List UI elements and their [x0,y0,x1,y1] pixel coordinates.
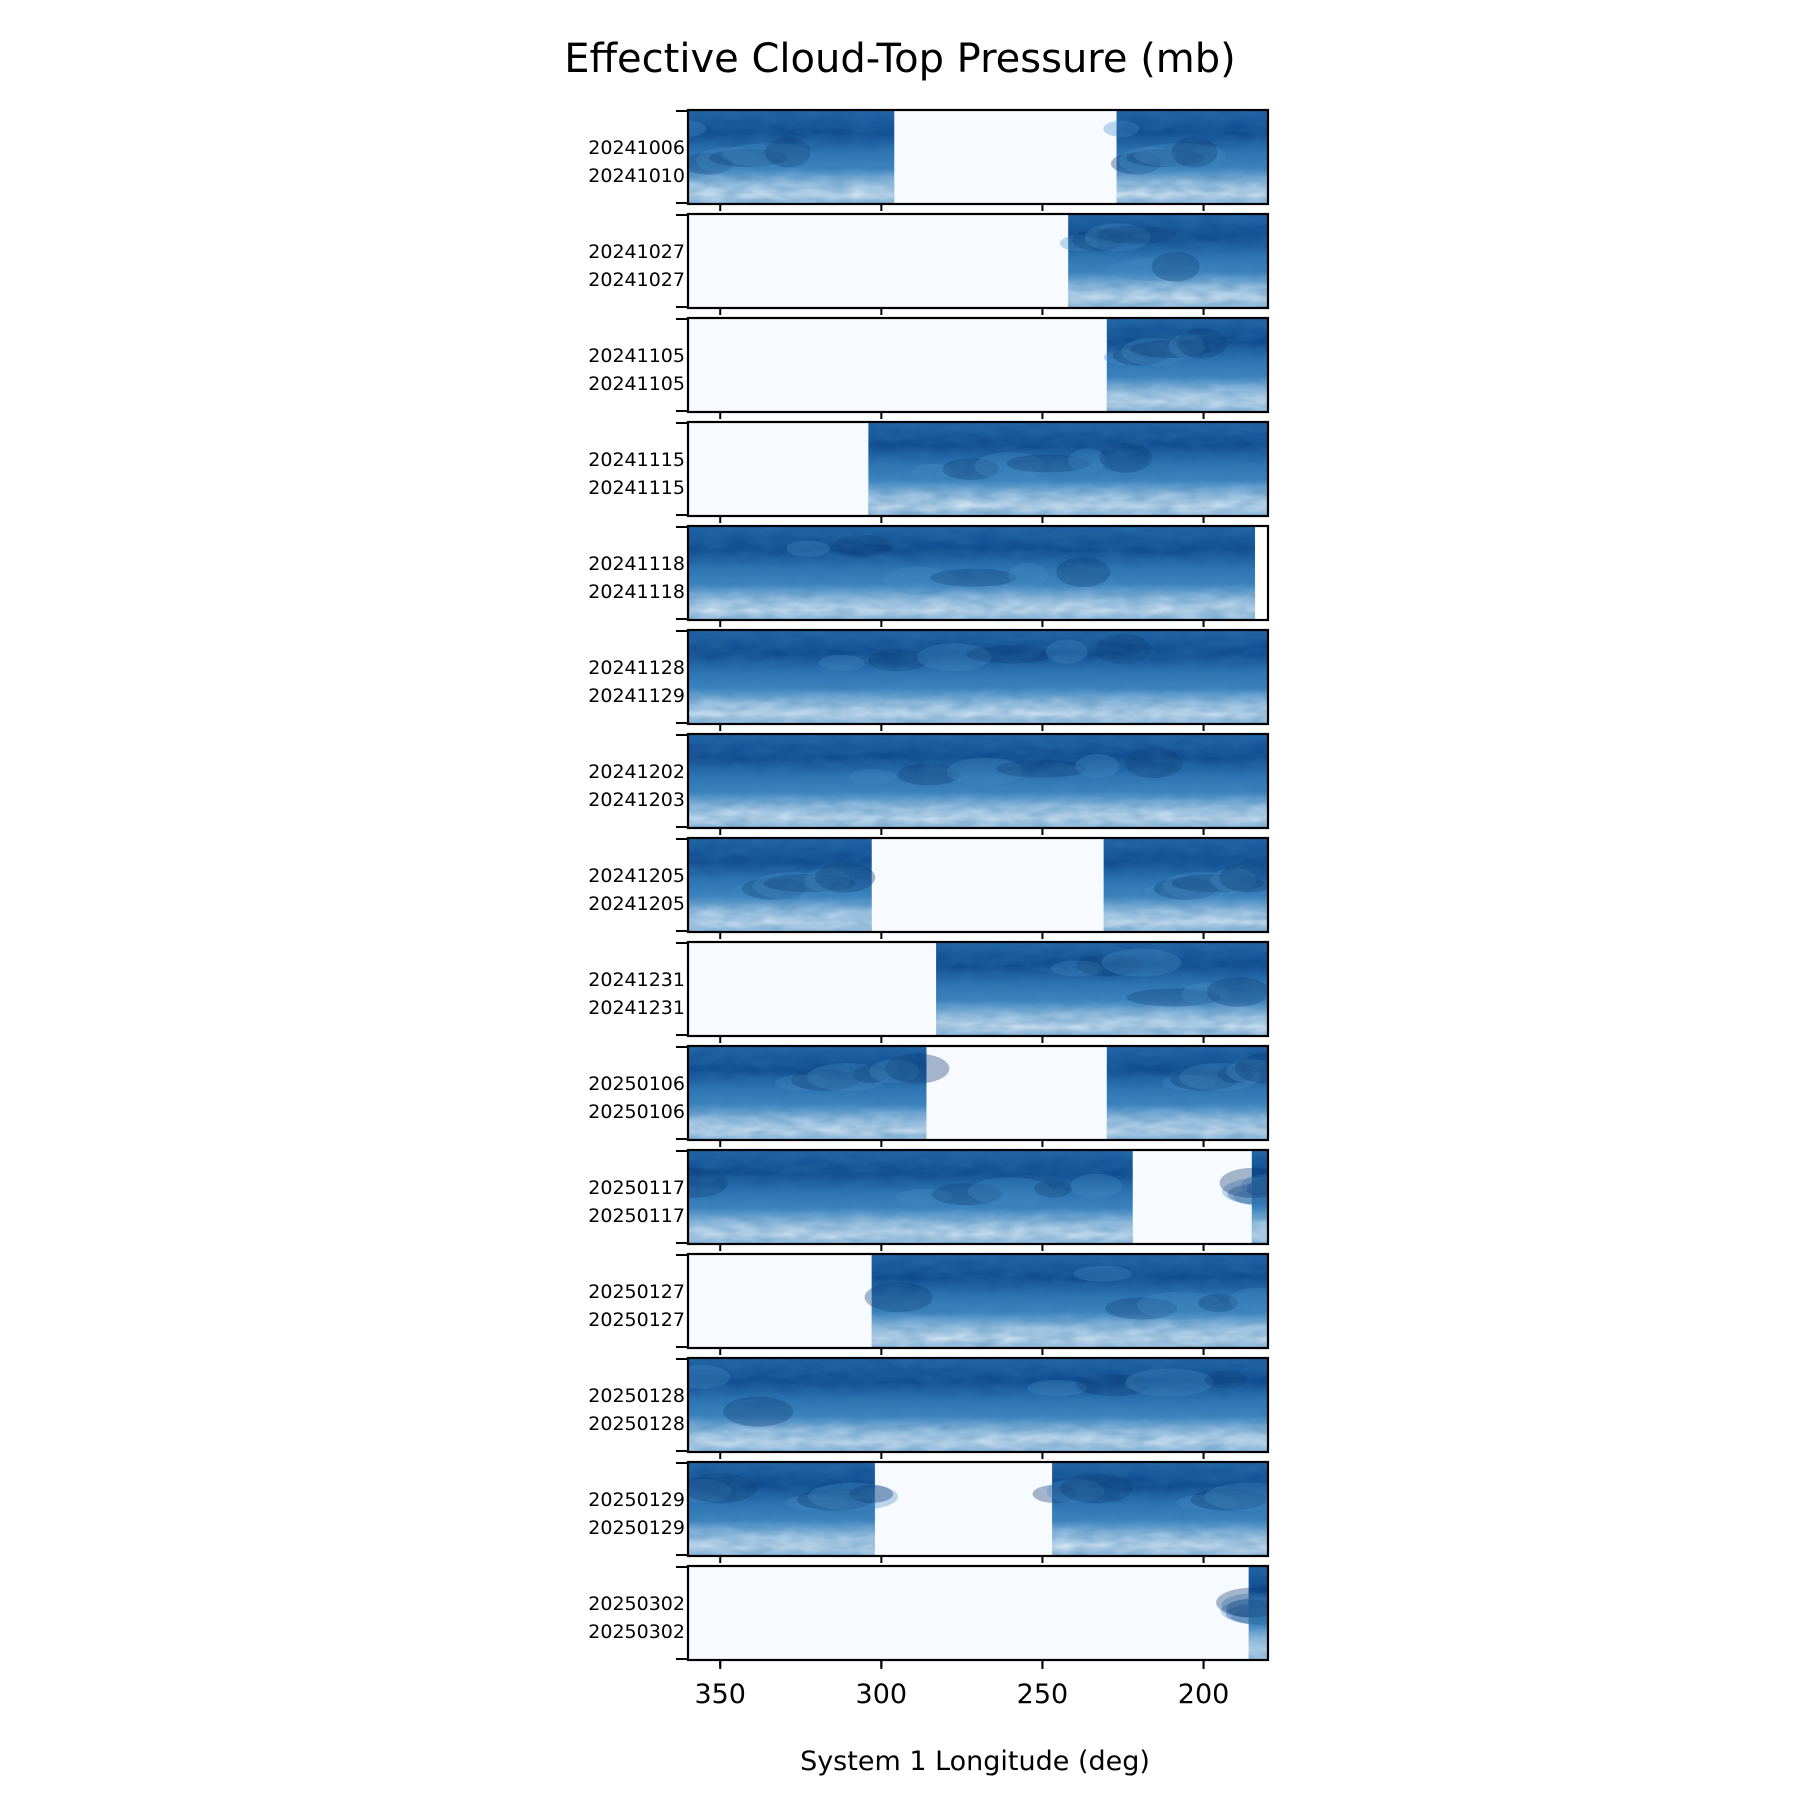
heatmap-panel: 20241115 20241115 [588,420,1270,523]
x-tick-label: 250 [1017,1679,1069,1710]
heatmap-panel: 20250127 20250127 [588,1252,1270,1355]
panel-frame [686,1460,1270,1558]
panel-date-label: 20250129 [588,1489,685,1511]
panel-frame [686,1356,1270,1454]
coverage-segment [1103,318,1268,412]
panel-frame [686,524,1270,622]
heatmap-panel: 20241202 20241203 [588,732,1270,835]
panel-frame [686,732,1270,830]
heatmap-panel: 20241205 20241205 [588,836,1270,939]
coverage-segment [936,942,1268,1036]
coverage-segment [1059,214,1268,308]
panel-background [688,1566,1268,1660]
heatmap-panel: 20241118 20241118 [588,524,1270,627]
heatmap-panel: 20250117 20250117 [588,1148,1270,1251]
coverage-segment [688,838,876,932]
panel-frame [686,940,1270,1038]
coverage-segment [688,1462,899,1556]
panel-frame [686,1564,1270,1662]
coverage-segment [688,1150,1133,1244]
x-axis-label: System 1 Longitude (deg) [800,1746,1150,1777]
panel-date-label: 20241115 [588,449,685,471]
heatmap-panel: 20241128 20241129 [588,628,1270,731]
panel-frame [686,1148,1270,1246]
panel-date-label: 20250129 [588,1517,685,1539]
heatmap-panel: 20250128 20250128 [588,1356,1270,1459]
panel-frame [686,1044,1270,1142]
coverage-segment [1103,838,1268,932]
coverage-segment [688,630,1268,724]
panel-date-label: 20241231 [588,997,685,1019]
heatmap-panel: 20250302 20250302 [588,1564,1270,1667]
panel-date-label: 20241027 [588,241,685,263]
coverage-segment [864,1254,1268,1348]
chart-title: Effective Cloud-Top Pressure (mb) [564,36,1236,82]
panel-date-label: 20241203 [588,789,685,811]
x-tick-label: 300 [856,1679,908,1710]
coverage-segment [688,1358,1268,1452]
heatmap-panel: 20241231 20241231 [588,940,1270,1043]
panel-frame [686,1252,1270,1350]
coverage-segment [688,110,895,204]
panel-frame [686,108,1270,206]
coverage-segment [1219,1150,1268,1244]
panel-date-label: 20250127 [588,1309,685,1331]
panel-date-label: 20241205 [588,865,685,887]
panel-date-label: 20241205 [588,893,685,915]
panel-date-label: 20250128 [588,1385,685,1407]
coverage-segment [1032,1462,1268,1556]
panel-date-label: 20241010 [588,165,685,187]
panel-date-label: 20250302 [588,1621,685,1643]
coverage-segment [868,422,1268,516]
heatmap-panel: 20241105 20241105 [588,316,1270,419]
coverage-segment [1216,1566,1268,1660]
edge-blank [1255,526,1268,620]
panel-date-label: 20250106 [588,1101,685,1123]
panel-date-label: 20241231 [588,969,685,991]
x-axis: 350 300 250 200 [694,1660,1229,1710]
panel-date-label: 20250117 [588,1205,685,1227]
panel-frame [686,212,1270,310]
panels: 20241006 20241010 20241027 20241027 20241105… [588,108,1270,1667]
heatmap-panel: 20241027 20241027 [588,212,1270,315]
panel-date-label: 20241006 [588,137,685,159]
x-tick-label: 350 [694,1679,746,1710]
coverage-segment [688,526,1256,620]
coverage-segment [1103,110,1268,204]
panel-date-label: 20241115 [588,477,685,499]
coverage-segment [688,734,1268,828]
heatmap-panel: 20250129 20250129 [588,1460,1270,1563]
panel-date-label: 20250117 [588,1177,685,1199]
panel-frame [686,836,1270,934]
panel-frame [686,316,1270,414]
panel-date-label: 20241128 [588,657,685,679]
panel-frame [686,628,1270,726]
heatmap-panel: 20241006 20241010 [588,108,1270,211]
coverage-segment [1106,1046,1268,1140]
panel-date-label: 20241105 [588,345,685,367]
panel-date-label: 20250106 [588,1073,685,1095]
panel-date-label: 20241027 [588,269,685,291]
panel-date-label: 20241118 [588,581,685,603]
panel-date-label: 20241118 [588,553,685,575]
x-tick-label: 200 [1178,1679,1230,1710]
coverage-segment [688,1046,950,1140]
panel-date-label: 20241129 [588,685,685,707]
panel-date-label: 20250127 [588,1281,685,1303]
panel-date-label: 20250302 [588,1593,685,1615]
panel-frame [686,420,1270,518]
panel-date-label: 20250128 [588,1413,685,1435]
panel-date-label: 20241202 [588,761,685,783]
heatmap-panel: 20250106 20250106 [588,1044,1270,1147]
panel-date-label: 20241105 [588,373,685,395]
